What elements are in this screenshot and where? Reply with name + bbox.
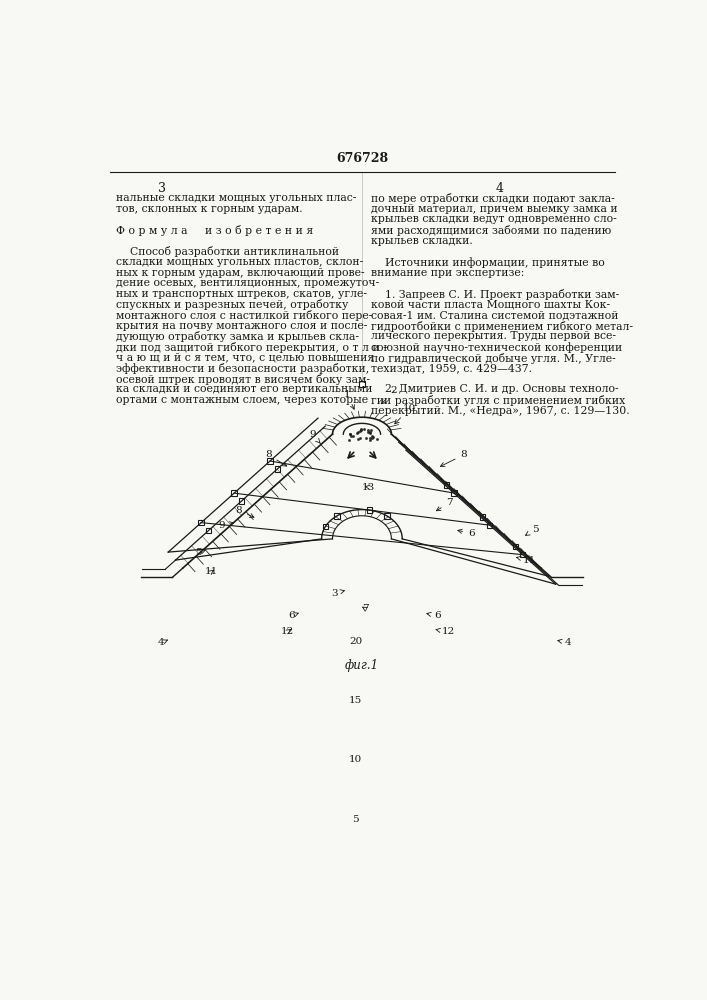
Bar [487,523,493,528]
Text: гидроотбойки с применением гибкого метал-: гидроотбойки с применением гибкого метал… [371,321,633,332]
Text: ч а ю щ и й с я тем, что, с целью повышения: ч а ю щ и й с я тем, что, с целью повыше… [115,353,374,363]
Text: 9: 9 [218,521,233,530]
Bar [231,490,237,496]
Text: монтажного слоя с настилкой гибкого пере-: монтажного слоя с настилкой гибкого пере… [115,310,372,321]
Text: 9: 9 [309,430,320,444]
Text: дующую отработку замка и крыльев скла-: дующую отработку замка и крыльев скла- [115,331,358,342]
Bar [239,498,244,504]
Text: 12: 12 [281,627,294,636]
Text: дочный материал, причем выемку замка и: дочный материал, причем выемку замка и [371,204,618,214]
Text: гии разработки угля с применением гибких: гии разработки угля с применением гибких [371,395,626,406]
Text: совая-1 им. Сталина системой подэтажной: совая-1 им. Сталина системой подэтажной [371,310,619,320]
Text: 11: 11 [517,556,536,565]
Bar [444,482,449,488]
Text: 7: 7 [436,498,453,511]
Text: 4: 4 [158,638,168,647]
Text: союзной научно-технической конференции: союзной научно-технической конференции [371,342,622,353]
Text: ка складки и соединяют его вертикальными: ка складки и соединяют его вертикальными [115,384,372,394]
Text: дки под защитой гибкого перекрытия, о т л и -: дки под защитой гибкого перекрытия, о т … [115,342,386,353]
Bar [267,458,273,464]
Text: 13: 13 [362,483,375,492]
Text: лического перекрытия. Труды первой все-: лического перекрытия. Труды первой все- [371,331,617,341]
Text: 10: 10 [395,404,416,424]
Bar [513,544,518,549]
Text: 3: 3 [331,589,344,598]
Bar [206,528,211,533]
Text: 5: 5 [195,548,205,557]
Text: 20: 20 [349,637,363,646]
Text: 4: 4 [495,182,503,195]
Bar [359,381,365,387]
Bar [520,552,525,557]
Text: техиздат, 1959, с. 429—437.: техиздат, 1959, с. 429—437. [371,363,532,373]
Text: 7: 7 [362,604,368,613]
Bar [322,524,328,529]
Text: 1: 1 [344,390,354,409]
Text: 4: 4 [558,638,572,647]
Text: 15: 15 [349,696,363,705]
Text: 8: 8 [235,506,254,517]
Text: тов, склонных к горным ударам.: тов, склонных к горным ударам. [115,204,302,214]
Text: 5: 5 [352,815,359,824]
Text: ортами с монтажным слоем, через которые: ортами с монтажным слоем, через которые [115,395,368,405]
Text: ных и транспортных штреков, скатов, угле-: ных и транспортных штреков, скатов, угле… [115,289,366,299]
Bar [199,520,204,525]
Text: 2: 2 [382,386,397,404]
Text: 8: 8 [265,450,287,466]
Text: перекрытий. М., «Недра», 1967, с. 129—130.: перекрытий. М., «Недра», 1967, с. 129—13… [371,406,630,416]
Text: 6: 6 [427,611,440,620]
Text: 11: 11 [204,567,218,576]
Text: крыльев складки ведут одновременно сло-: крыльев складки ведут одновременно сло- [371,214,617,224]
Text: ковой части пласта Мощного шахты Кок-: ковой части пласта Мощного шахты Кок- [371,299,610,309]
Bar [367,507,372,513]
Text: Источники информации, принятые во: Источники информации, принятые во [371,257,605,268]
Text: складки мощных угольных пластов, склон-: складки мощных угольных пластов, склон- [115,257,363,267]
Bar [451,490,457,496]
Text: Способ разработки антиклинальной: Способ разработки антиклинальной [115,246,339,257]
Text: Ф о р м у л а     и з о б р е т е н и я: Ф о р м у л а и з о б р е т е н и я [115,225,312,236]
Text: нальные складки мощных угольных плас-: нальные складки мощных угольных плас- [115,193,356,203]
Text: крыльев складки.: крыльев складки. [371,236,473,246]
Bar [480,514,485,520]
Text: по мере отработки складки подают закла-: по мере отработки складки подают закла- [371,193,615,204]
Text: 676728: 676728 [336,152,388,165]
Text: 6: 6 [458,529,474,538]
Text: 8: 8 [440,450,467,466]
Bar [334,513,340,519]
Text: 12: 12 [436,627,455,636]
Text: 10: 10 [349,755,363,764]
Text: по гидравлической добыче угля. М., Угле-: по гидравлической добыче угля. М., Угле- [371,353,616,364]
Text: 5: 5 [525,525,538,535]
Text: крытия на почву монтажного слоя и после-: крытия на почву монтажного слоя и после- [115,321,367,331]
Text: дение осевых, вентиляционных, промежуточ-: дение осевых, вентиляционных, промежуточ… [115,278,379,288]
Text: 3: 3 [158,182,166,195]
Text: 2. Дмитриев С. И. и др. Основы техноло-: 2. Дмитриев С. И. и др. Основы техноло- [371,384,619,394]
Bar [274,466,280,472]
Text: осевой штрек проводят в висячем боку зам-: осевой штрек проводят в висячем боку зам… [115,374,370,385]
Text: 6: 6 [288,611,298,620]
Text: фиг.1: фиг.1 [345,659,379,672]
Text: внимание при экспертизе:: внимание при экспертизе: [371,268,525,278]
Bar [384,513,390,519]
Text: ями расходящимися забоями по падению: ями расходящимися забоями по падению [371,225,612,236]
Text: ных к горным ударам, включающий прове-: ных к горным ударам, включающий прове- [115,268,364,278]
Text: 1. Запреев С. И. Проект разработки зам-: 1. Запреев С. И. Проект разработки зам- [371,289,619,300]
Text: эффективности и безопасности разработки,: эффективности и безопасности разработки, [115,363,369,374]
Text: спускных и разрезных печей, отработку: спускных и разрезных печей, отработку [115,299,348,310]
